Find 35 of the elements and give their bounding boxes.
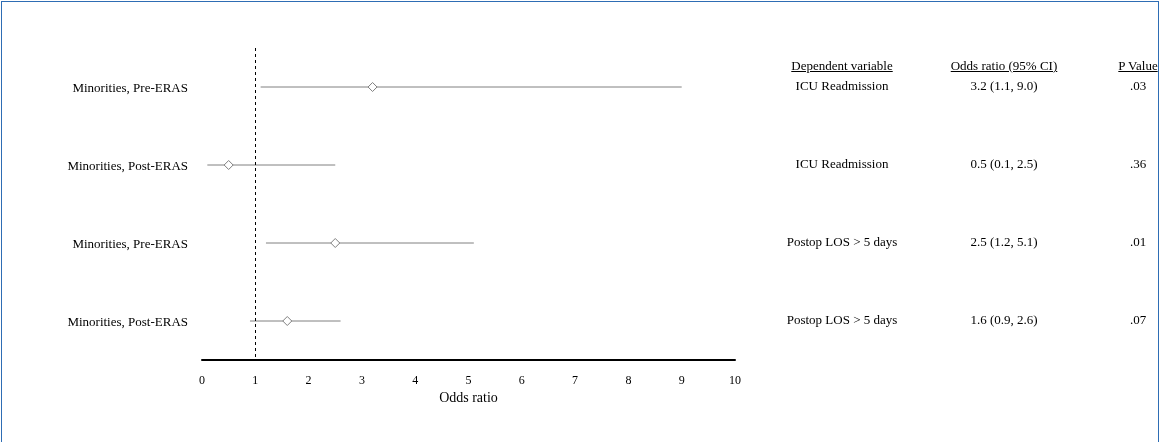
- x-tick-label: 8: [625, 373, 632, 387]
- text: Odds ratio (95% CI): [949, 57, 1059, 75]
- text: Dependent variable: [790, 57, 894, 75]
- data-label: 0.5 (0.1, 2.5): [969, 155, 1039, 173]
- text: P Value: [1118, 58, 1158, 73]
- x-tick-label: 5: [465, 373, 472, 387]
- y-tick-label: Minorities, Pre-ERAS: [72, 79, 188, 95]
- text: .07: [1128, 311, 1148, 329]
- text: .03: [1128, 77, 1148, 95]
- data-label: 1.6 (0.9, 2.6): [969, 311, 1039, 329]
- x-tick-label: 9: [678, 373, 685, 387]
- x-tick-label: 2: [305, 373, 312, 387]
- point: [223, 160, 234, 170]
- text: .36: [1128, 155, 1148, 173]
- data-label: 2.5 (1.2, 5.1): [969, 233, 1039, 251]
- y-tick-label: Minorities, Post-ERAS: [67, 157, 188, 173]
- x-tick-label: 3: [358, 373, 365, 387]
- x-tick-label: 4: [412, 373, 419, 387]
- point: [282, 316, 293, 326]
- text: Postop LOS > 5 days: [785, 311, 899, 329]
- point: [367, 82, 378, 92]
- text: Postop LOS > 5 days: [785, 233, 899, 251]
- point: [330, 238, 341, 248]
- text: ICU Readmission: [794, 77, 890, 95]
- x-axis-title: Odds ratio: [439, 390, 498, 406]
- x-tick-label: 6: [518, 373, 525, 387]
- x-tick-label: 1: [252, 373, 259, 387]
- y-tick-label: Minorities, Pre-ERAS: [72, 235, 188, 251]
- x-tick-label: 7: [572, 373, 579, 387]
- x-tick-label: 10: [729, 373, 741, 387]
- text: .01: [1128, 233, 1148, 251]
- y-tick-label: Minorities, Post-ERAS: [67, 313, 188, 329]
- x-tick-label: 0: [199, 373, 205, 387]
- data-label: 3.2 (1.1, 9.0): [969, 77, 1039, 95]
- text: ICU Readmission: [794, 155, 890, 173]
